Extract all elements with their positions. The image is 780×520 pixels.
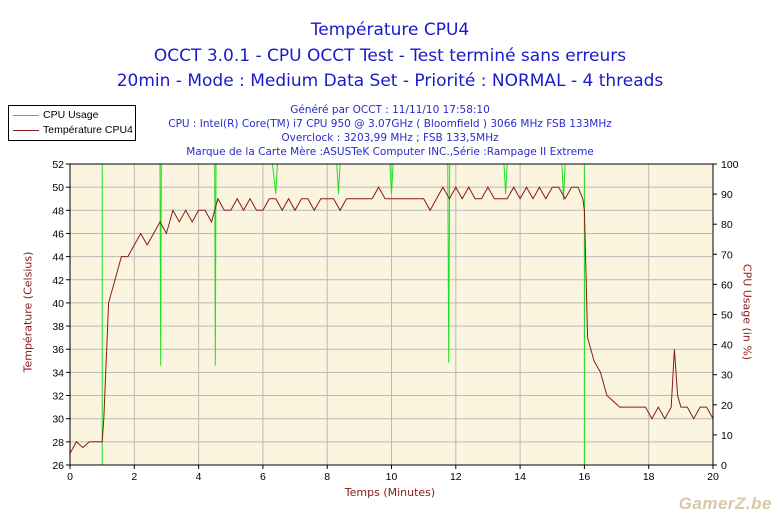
chart-subtitle-mode: 20min - Mode : Medium Data Set - Priorit… bbox=[116, 71, 664, 91]
y2-tick-label: 40 bbox=[721, 340, 733, 352]
x-tick-label: 14 bbox=[514, 471, 526, 483]
x-axis-title: Temps (Minutes) bbox=[344, 486, 436, 499]
x-tick-label: 18 bbox=[643, 471, 655, 483]
info-overclock: Overclock : 3203,99 MHz ; FSB 133,5MHz bbox=[281, 132, 499, 144]
legend-swatch-temperature bbox=[13, 129, 39, 131]
legend-label-cpu-usage: CPU Usage bbox=[43, 109, 99, 121]
info-generated: Généré par OCCT : 11/11/10 17:58:10 bbox=[290, 104, 490, 116]
y-tick-label: 44 bbox=[52, 252, 64, 264]
legend-label-temperature: Température CPU4 bbox=[43, 124, 133, 136]
legend-item-temperature: Température CPU4 bbox=[13, 123, 133, 137]
chart-subtitle-test: OCCT 3.0.1 - CPU OCCT Test - Test termin… bbox=[153, 46, 627, 66]
info-cpu: CPU : Intel(R) Core(TM) i7 CPU 950 @ 3.0… bbox=[168, 118, 612, 130]
y2-tick-label: 90 bbox=[721, 189, 733, 201]
y-tick-label: 34 bbox=[52, 367, 64, 379]
y2-tick-label: 10 bbox=[721, 430, 733, 442]
y2-tick-label: 100 bbox=[721, 159, 739, 171]
y-tick-label: 28 bbox=[52, 437, 64, 449]
y2-tick-label: 60 bbox=[721, 279, 733, 291]
y-tick-label: 32 bbox=[52, 391, 64, 403]
y2-tick-label: 50 bbox=[721, 310, 733, 322]
y2-tick-label: 20 bbox=[721, 400, 733, 412]
x-tick-label: 16 bbox=[579, 471, 591, 483]
watermark-logo: GamerZ.be bbox=[678, 494, 772, 513]
y-tick-label: 52 bbox=[52, 159, 64, 171]
legend-swatch-cpu-usage bbox=[13, 114, 39, 116]
y-tick-label: 30 bbox=[52, 414, 64, 426]
x-tick-label: 8 bbox=[324, 471, 330, 483]
y-tick-label: 50 bbox=[52, 182, 64, 194]
x-tick-label: 2 bbox=[131, 471, 137, 483]
y-axis-title-left: Température (Celsius) bbox=[21, 251, 35, 373]
y2-tick-label: 70 bbox=[721, 249, 733, 261]
y-tick-label: 26 bbox=[52, 460, 64, 472]
y-tick-label: 46 bbox=[52, 228, 64, 240]
y-tick-label: 38 bbox=[52, 321, 64, 333]
x-tick-label: 4 bbox=[196, 471, 202, 483]
y-tick-label: 42 bbox=[52, 275, 64, 287]
x-tick-label: 10 bbox=[386, 471, 398, 483]
y-tick-label: 40 bbox=[52, 298, 64, 310]
x-tick-label: 6 bbox=[260, 471, 266, 483]
info-motherboard: Marque de la Carte Mère :ASUSTeK Compute… bbox=[186, 146, 594, 158]
x-tick-label: 12 bbox=[450, 471, 462, 483]
x-tick-label: 20 bbox=[707, 471, 719, 483]
legend-item-cpu-usage: CPU Usage bbox=[13, 108, 98, 122]
chart-title: Température CPU4 bbox=[310, 20, 470, 40]
chart-legend: CPU Usage Température CPU4 bbox=[8, 105, 136, 141]
series-line-temperature bbox=[69, 186, 714, 454]
y-tick-label: 36 bbox=[52, 344, 64, 356]
y2-tick-label: 80 bbox=[721, 219, 733, 231]
y-tick-label: 48 bbox=[52, 205, 64, 217]
x-tick-label: 0 bbox=[67, 471, 73, 483]
y2-tick-label: 0 bbox=[721, 460, 727, 472]
y-axis-title-right: CPU Usage (in %) bbox=[740, 263, 754, 361]
y2-tick-label: 30 bbox=[721, 370, 733, 382]
